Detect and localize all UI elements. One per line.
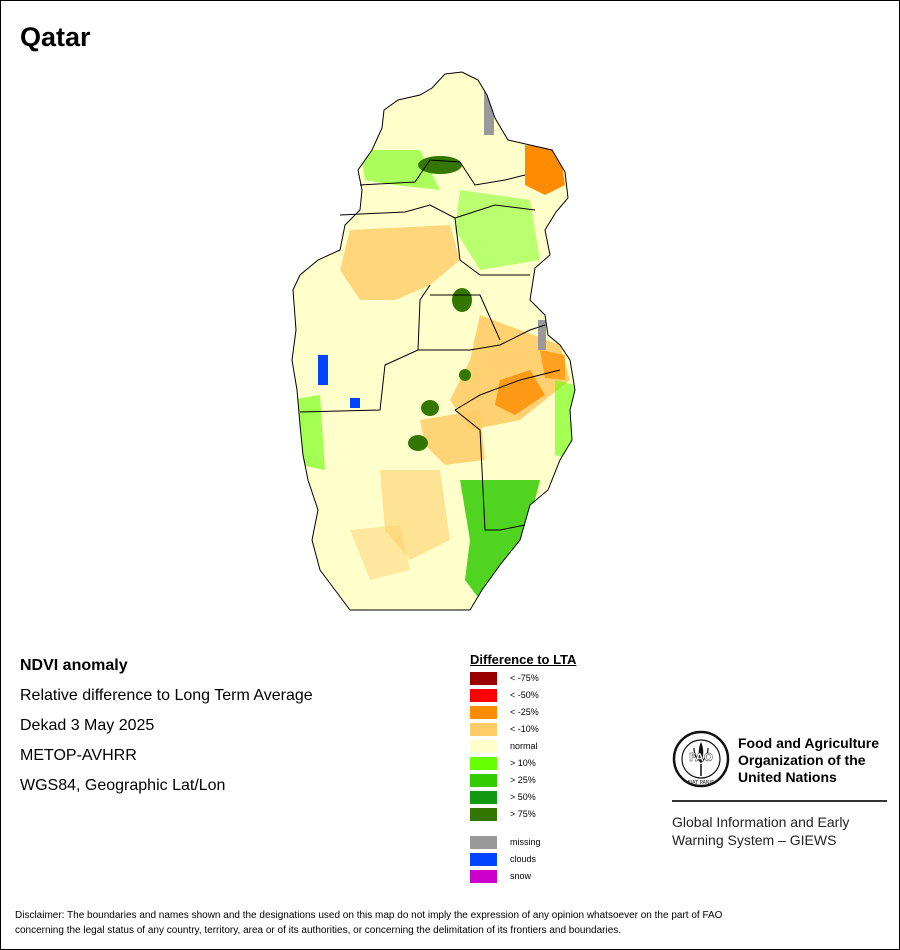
legend-swatch <box>470 689 497 702</box>
organization-name-line: United Nations <box>738 769 837 785</box>
disclaimer-line: Disclaimer: The boundaries and names sho… <box>15 910 723 921</box>
giews-line: Warning System – GIEWS <box>672 832 837 848</box>
divider <box>672 800 887 802</box>
legend-swatch <box>470 836 497 849</box>
legend-label: > 25% <box>510 775 536 785</box>
green-anomaly-area <box>555 380 575 460</box>
dry-anomaly-area <box>350 525 410 580</box>
missing-data-patch <box>538 320 546 350</box>
legend-label: > 50% <box>510 792 536 802</box>
legend-swatch <box>470 757 497 770</box>
legend-swatch <box>470 706 497 719</box>
strong-green-patch <box>408 435 428 451</box>
strong-dry-area <box>540 350 565 380</box>
legend-swatch <box>470 870 497 883</box>
legend-label: > 75% <box>510 809 536 819</box>
anomaly-layer <box>292 90 575 600</box>
dry-anomaly-area <box>420 410 485 465</box>
fao-logo-icon: FAO FIAT PANIS <box>672 730 730 788</box>
legend-label: < -10% <box>510 724 539 734</box>
legend-swatch <box>470 791 497 804</box>
strong-green-patch <box>418 156 462 174</box>
legend-label: normal <box>510 741 538 751</box>
legend-title: Difference to LTA <box>470 652 577 667</box>
legend-label: < -25% <box>510 707 539 717</box>
dry-anomaly-area <box>340 225 460 300</box>
legend-swatch <box>470 774 497 787</box>
legend-label: < -75% <box>510 673 539 683</box>
strong-green-patch <box>452 288 472 312</box>
legend-swatch <box>470 853 497 866</box>
green-anomaly-area <box>460 480 540 600</box>
disclaimer: Disclaimer: The boundaries and names sho… <box>15 908 885 938</box>
legend-label: snow <box>510 871 532 881</box>
giews-name: Global Information and Early Warning Sys… <box>672 813 849 849</box>
strong-green-patch <box>421 400 439 416</box>
map-title: Qatar <box>20 22 91 52</box>
ndvi-map <box>291 71 576 611</box>
sensor-label: METOP-AVHRR <box>20 747 137 764</box>
disclaimer-line: concerning the legal status of any count… <box>15 925 622 936</box>
product-name: NDVI anomaly <box>20 657 128 674</box>
strong-green-patch <box>459 369 471 381</box>
legend-swatch <box>470 740 497 753</box>
organization-name: Food and Agriculture Organization of the… <box>738 735 898 786</box>
legend-label: missing <box>510 837 541 847</box>
strong-dry-area <box>525 145 565 195</box>
green-anomaly-area <box>360 150 440 190</box>
period-label: Dekad 3 May 2025 <box>20 717 155 734</box>
giews-line: Global Information and Early <box>672 814 850 830</box>
admin-boundaries <box>299 159 561 531</box>
legend-label: clouds <box>510 854 537 864</box>
cloud-patch <box>350 398 360 408</box>
legend-swatch <box>470 723 497 736</box>
legend-label: > 10% <box>510 758 536 768</box>
logo-text: FAO <box>689 751 713 764</box>
legend-swatch <box>470 672 497 685</box>
organization-name-line: Food and Agriculture <box>738 735 880 751</box>
legend-label: < -50% <box>510 690 539 700</box>
projection-label: WGS84, Geographic Lat/Lon <box>20 777 226 794</box>
missing-data-patch <box>484 90 494 135</box>
logo-motto: FIAT PANIS <box>688 780 715 786</box>
dry-anomaly-area <box>380 470 450 560</box>
product-description: Relative difference to Long Term Average <box>20 687 313 704</box>
strong-dry-area <box>495 370 545 415</box>
organization-name-line: Organization of the <box>738 752 866 768</box>
legend-swatch <box>470 808 497 821</box>
cloud-patch <box>318 355 328 385</box>
green-anomaly-area <box>292 395 325 470</box>
green-anomaly-area <box>455 190 540 270</box>
